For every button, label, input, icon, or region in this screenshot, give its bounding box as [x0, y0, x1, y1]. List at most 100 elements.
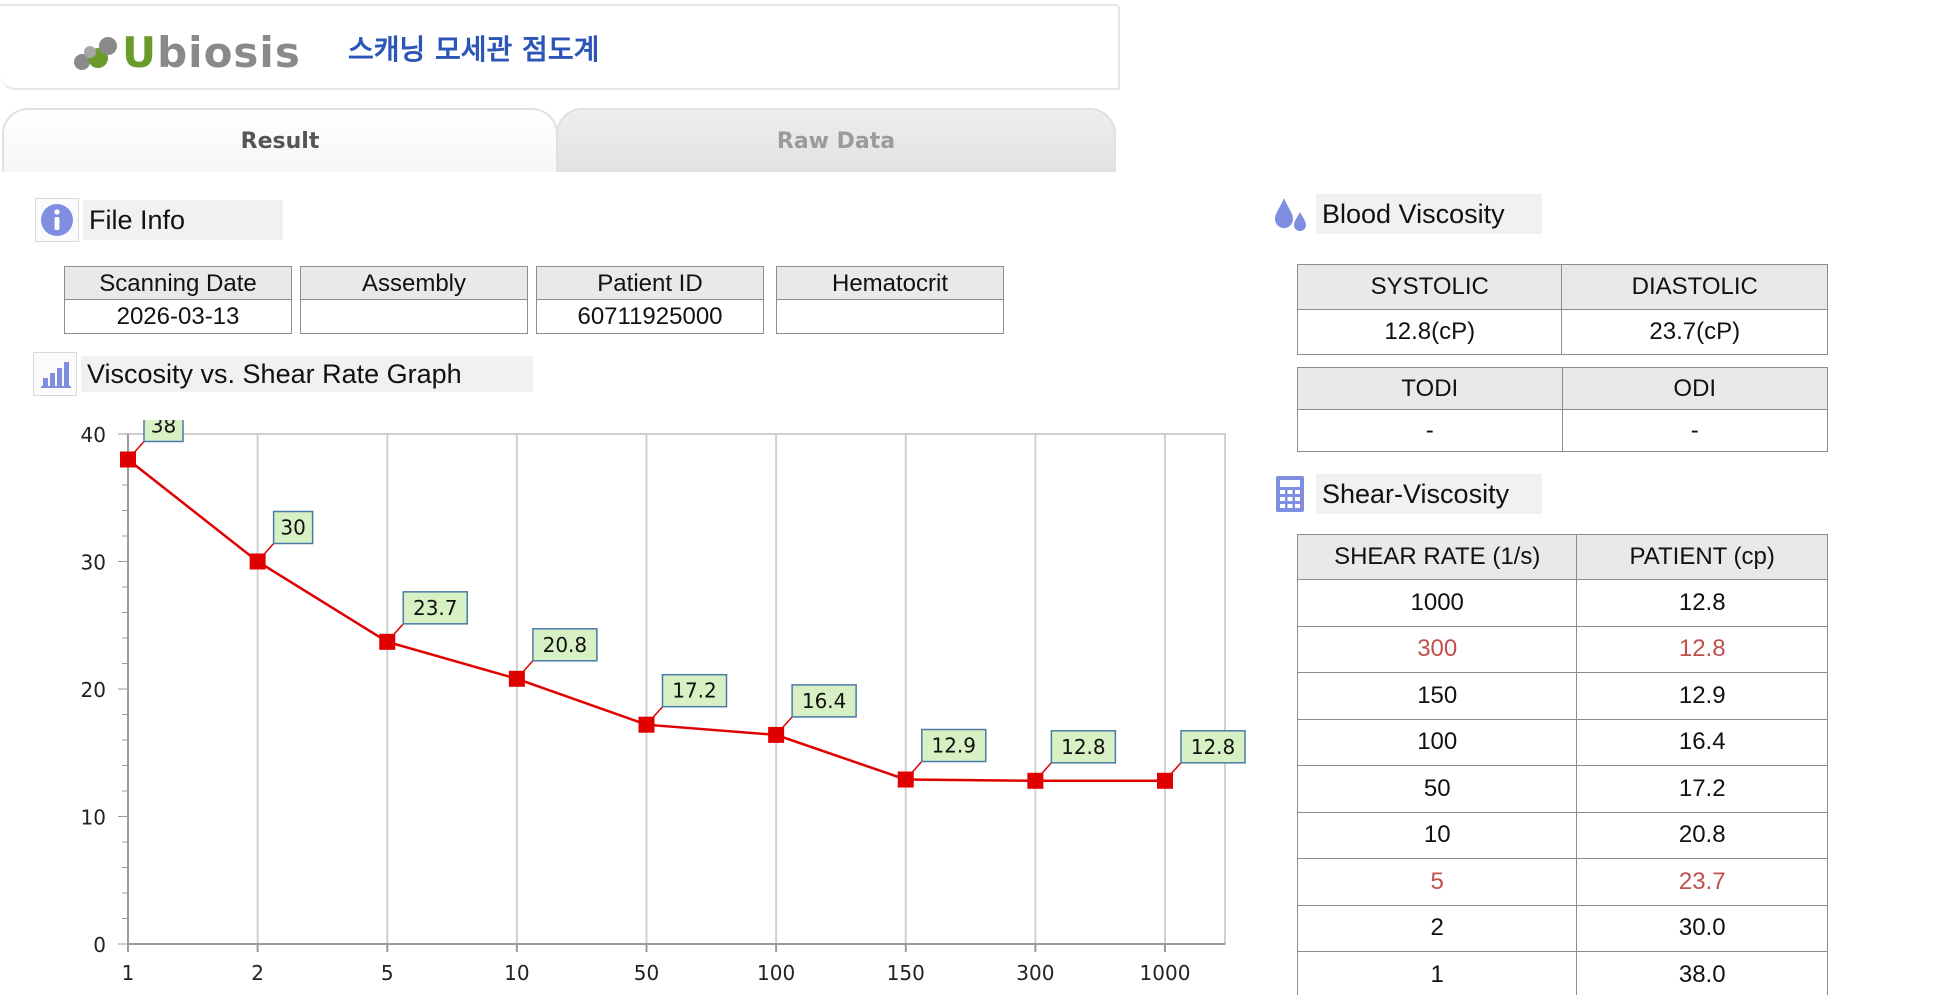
hematocrit-label: Hematocrit [777, 267, 1003, 300]
ubiosis-logo: Ubiosis [70, 28, 301, 77]
shear-rate-cell: 5 [1296, 858, 1578, 906]
scanning-date-box: Scanning Date 2026-03-13 [64, 266, 292, 334]
data-label-box [1050, 730, 1117, 764]
data-label-leader [257, 543, 275, 562]
blood-drops-icon [1268, 192, 1312, 236]
shear-rate-cell: 150 [1296, 672, 1578, 720]
table-row: 10 20.8 [1296, 811, 1828, 859]
shear-viscosity-header: Shear-Viscosity [1268, 472, 1542, 516]
data-label-box [532, 628, 598, 662]
blood-viscosity-header: Blood Viscosity [1268, 192, 1542, 236]
shear-rate-cell: 100 [1296, 718, 1578, 766]
table-row: 100 16.4 [1296, 718, 1828, 766]
table-row: 2 30.0 [1296, 904, 1828, 952]
diastolic-label: DIASTOLIC [1561, 264, 1828, 310]
data-label: 20.8 [543, 633, 588, 657]
data-label-leader [386, 623, 404, 643]
patient-value-cell: 17.2 [1576, 765, 1828, 813]
patient-value-cell: 23.7 [1576, 858, 1828, 906]
patient-value-cell: 12.8 [1576, 579, 1828, 627]
file-info-title: File Info [83, 200, 283, 240]
calculator-icon [1268, 472, 1312, 516]
x-tick-label: 100 [757, 961, 795, 985]
assembly-box: Assembly [300, 266, 528, 334]
assembly-value [301, 300, 527, 333]
table-row: 150 12.9 [1296, 672, 1828, 720]
y-tick-label: 20 [81, 678, 106, 702]
shear-rate-cell: 50 [1296, 765, 1578, 813]
data-label-box [661, 673, 728, 708]
patient-id-box: Patient ID 60711925000 [536, 266, 764, 334]
graph-title: Viscosity vs. Shear Rate Graph [81, 356, 533, 392]
patient-value-cell: 12.9 [1576, 672, 1828, 720]
x-tick-label: 50 [634, 961, 659, 985]
table-row: 1000 12.8 [1296, 579, 1828, 627]
data-label-leader [775, 716, 793, 736]
x-tick-label: 150 [887, 961, 925, 985]
data-label-box [402, 591, 468, 625]
tab-raw-data[interactable]: Raw Data [556, 108, 1116, 172]
data-label-leader [905, 761, 923, 781]
todi-value: - [1297, 409, 1563, 452]
x-tick-label: 1 [122, 961, 135, 985]
data-label: 30 [280, 516, 305, 540]
data-label-box [1180, 730, 1246, 764]
tab-result[interactable]: Result [2, 108, 558, 172]
data-label-leader [1164, 762, 1182, 782]
info-icon [35, 198, 79, 242]
systolic-value: 12.8(cP) [1296, 309, 1563, 355]
graph-header: Viscosity vs. Shear Rate Graph [33, 352, 533, 396]
systolic-label: SYSTOLIC [1296, 264, 1563, 310]
y-tick-label: 30 [81, 551, 106, 575]
shear-viscosity-title: Shear-Viscosity [1316, 474, 1542, 514]
y-tick-label: 40 [81, 423, 106, 447]
table-row: 300 12.8 [1296, 625, 1828, 673]
blood-viscosity-title: Blood Viscosity [1316, 194, 1542, 234]
x-tick-label: 5 [381, 961, 394, 985]
odi-table: TODI ODI - - [1297, 367, 1829, 452]
x-tick-label: 10 [504, 961, 529, 985]
tab-bar: Raw Data Result [0, 108, 1120, 172]
data-label: 17.2 [672, 679, 717, 703]
assembly-label: Assembly [301, 267, 527, 300]
table-row: 50 17.2 [1296, 765, 1828, 813]
patient-value-cell: 16.4 [1576, 718, 1828, 766]
patient-value-cell: 30.0 [1576, 904, 1828, 952]
shear-viscosity-table: SHEAR RATE (1/s) PATIENT (cp) 1000 12.8 30… [1296, 534, 1828, 995]
data-label: 12.9 [931, 734, 976, 758]
data-label: 16.4 [802, 689, 847, 713]
data-label-leader [516, 660, 534, 680]
patient-value-cell: 12.8 [1576, 625, 1828, 673]
data-label: 12.8 [1191, 735, 1236, 759]
odi-value: - [1561, 409, 1829, 452]
shear-rate-cell: 1 [1296, 951, 1578, 995]
shear-table-body: 1000 12.8 300 12.8 150 12.9 100 16.4 50 17.2 10 20.… [1296, 579, 1828, 995]
logo-leaf-icon [74, 36, 117, 70]
shear-rate-cell: 2 [1296, 904, 1578, 952]
x-tick-label: 300 [1016, 961, 1054, 985]
viscosity-chart: 0 10 20 30 40 1 2 5 10 50 100 150 300 1000 38 30 23.7 20.… [60, 408, 1260, 995]
file-info-header: File Info [35, 198, 283, 242]
patient-id-label: Patient ID [537, 267, 763, 300]
scanning-date-value: 2026-03-13 [116, 303, 240, 330]
patient-column-header: PATIENT (cp) [1576, 534, 1828, 580]
x-tick-label: 2 [251, 961, 264, 985]
data-label-leader [1034, 762, 1052, 782]
patient-value-cell: 38.0 [1576, 951, 1828, 995]
data-label: 23.7 [413, 596, 458, 620]
diastolic-value: 23.7(cP) [1561, 309, 1828, 355]
hematocrit-value [777, 300, 1003, 333]
data-label-box [791, 684, 857, 718]
blood-viscosity-table: SYSTOLIC DIASTOLIC 12.8(cP) 23.7(cP) [1296, 264, 1828, 355]
odi-label: ODI [1561, 367, 1829, 410]
data-label-box [272, 510, 314, 545]
viscosity-chart-svg: 0 10 20 30 40 1 2 5 10 50 100 150 300 1000 38 30 23.7 20.… [81, 408, 1246, 985]
logo-text: Ubiosis [122, 28, 301, 77]
data-label-leader [127, 441, 145, 460]
table-row: 5 23.7 [1296, 858, 1828, 906]
scanning-date-label: Scanning Date [65, 267, 291, 300]
patient-value-cell: 20.8 [1576, 811, 1828, 859]
data-label: 38 [151, 420, 176, 438]
bar-chart-icon [33, 352, 77, 396]
data-label: 12.8 [1061, 735, 1106, 759]
